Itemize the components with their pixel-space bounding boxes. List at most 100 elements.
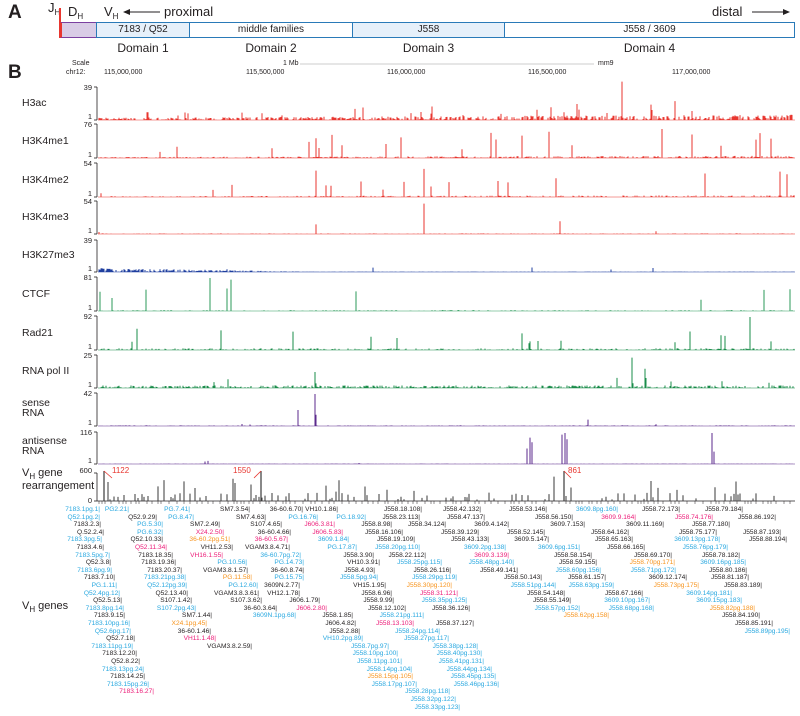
vh-gene-label: J558.20pg.110	[375, 544, 420, 551]
domain-4-label: Domain 4	[623, 41, 676, 55]
vh-gene-label: J558.53.146	[509, 506, 547, 513]
vh-gene-label: 36-60.6.70	[270, 506, 303, 513]
vh-gene-label: Q52.8.22	[111, 658, 140, 665]
vh-gene-label: J558.80.186	[709, 567, 747, 574]
vh-gene-label: J558.9.99	[363, 597, 394, 604]
rearrangement-min: 0	[87, 496, 92, 505]
vh-gene-label: J558.73pg.175	[654, 582, 699, 589]
track-max-label: 54	[83, 159, 92, 168]
track-label-2-0: H3K4me2	[22, 174, 69, 186]
vh-gene-label: J558.64.162	[591, 529, 629, 536]
dh-label-sub: H	[77, 12, 84, 21]
track-max-label: 39	[83, 236, 92, 245]
vh-gene-label: VH10.2pg.89	[323, 635, 363, 642]
vh-gene-label: 36-60.5.67	[255, 536, 288, 543]
vh-gene-label: J606.3.81	[304, 521, 335, 528]
vh-gene-label: 3609.10pg.167	[604, 597, 650, 604]
vh-gene-label: VGAM3.8.1.57	[203, 567, 248, 574]
panel-b-letter: B	[8, 62, 22, 83]
vh-gene-label: 7183.8pg.14	[86, 605, 124, 612]
vh-gene-label: PG.8.47	[168, 514, 194, 521]
vh-gene-label: J558.31.121	[420, 590, 458, 597]
vh-gene-label: Q52.10.33	[130, 536, 163, 543]
scale-label: Scale	[72, 60, 90, 67]
rearr-sub: H	[29, 472, 36, 481]
vh-gene-label: PG.7.41	[164, 506, 190, 513]
jh-label-sub: H	[54, 8, 61, 17]
vh-gene-label: J558.47.137	[447, 514, 485, 521]
vh-gene-label: J558.15pg.105	[368, 673, 413, 680]
vh-gene-label: 3609.2pg.138	[464, 544, 506, 551]
vh-gene-label: J606.5.83	[312, 529, 343, 536]
vh-gene-label: J558.43.133	[451, 536, 489, 543]
vh-gene-label: 3609.15pg.183	[696, 597, 742, 604]
track-signal-h3k4me3	[98, 203, 795, 234]
position-tick-115500000: 115,500,000	[246, 69, 285, 76]
scale-bar-label: 1 Mb	[283, 60, 299, 67]
vh-gene-label: 3609.9.164	[601, 514, 636, 521]
vh-gene-label: J558.81.187	[711, 574, 749, 581]
track-max-label: 54	[83, 197, 92, 206]
track-max-label: 92	[83, 312, 92, 321]
vh-gene-label: Q52.12pg.39	[147, 582, 187, 589]
vh-gene-label: J558.8.98	[361, 521, 392, 528]
vh-gene-label: J558.66.165	[607, 544, 645, 551]
vh-gene-label: J558.59.155	[559, 559, 597, 566]
vh-gene-label: J558.18.108	[384, 506, 422, 513]
vh-gene-label: J558.4.93	[344, 567, 375, 574]
vh-gene-label: J558.79.184	[705, 506, 743, 513]
vh-gene-label: VH11.1.48	[184, 635, 216, 642]
dh-label: DH	[68, 4, 83, 21]
vh-gene-label: J558.82pg.188	[710, 605, 755, 612]
track-label-3-0: H3K4me3	[22, 211, 69, 223]
vh-label: VH	[104, 4, 118, 21]
vh-gene-label: J558.11pg.101	[357, 658, 402, 665]
vh-gene-label: J558.34.124	[408, 521, 446, 528]
vh-gene-label: 36-60.7pg.72	[260, 552, 301, 559]
vh-gene-label: J558.24pg.114	[395, 628, 440, 635]
vh-gene-label: J558.41pg.131	[439, 658, 484, 665]
dh-label-main: D	[68, 4, 78, 19]
vh-gene-label: J558.27pg.117	[404, 635, 449, 642]
vh-gene-label: J558.42.132	[443, 506, 481, 513]
vh-gene-label: J558.7pg.97	[351, 643, 389, 650]
track-label-5-0: CTCF	[22, 288, 50, 300]
vh-gene-label: J558.35pg.125	[422, 597, 467, 604]
vh-gene-label: SM7.3.54	[220, 506, 250, 513]
vh-gene-label: VH11.2.53	[201, 544, 233, 551]
vh-gene-label: Q.52.2.4	[77, 529, 104, 536]
track-min-label: 1	[87, 456, 92, 465]
vh-gene-label: J558.78.182	[702, 552, 740, 559]
vh-gene-label: J558.77.180	[692, 521, 730, 528]
vh-gene-label: 7183.19.36	[141, 559, 176, 566]
vh-gene-label: J558.68pg.168	[609, 605, 654, 612]
vh-gene-label: J558.58.154	[554, 552, 592, 559]
vh-gene-label: 36-60.3.64	[244, 605, 277, 612]
rearrangement-label-line1: VH gene	[22, 468, 63, 482]
vh-gene-label: 7183.1pg.1	[65, 506, 100, 513]
vh-gene-label: 3609.13pg.178	[674, 536, 720, 543]
vh-gene-label: J558.69.170	[634, 552, 672, 559]
vh-gene-label: J558.19.109	[377, 536, 415, 543]
vh-gene-label: J558.33pg.123	[415, 704, 460, 711]
vh-gene-label: 3609.16pg.185	[700, 559, 746, 566]
vh-genes-v: V	[22, 600, 30, 612]
vh-gene-label: J558.62pg.158	[564, 612, 609, 619]
domain-3-label: Domain 3	[402, 41, 455, 55]
vh-gene-label: 3609.3.139	[474, 552, 509, 559]
truncated-value-1550: 1550	[233, 466, 251, 475]
track-max-label: 25	[83, 351, 92, 360]
vh-gene-label: VH12.1.78	[267, 590, 300, 597]
vh-gene-label: PG.1.11	[92, 582, 117, 589]
vh-gene-label: J558.50.143	[504, 574, 542, 581]
vh-gene-label: J558.54.148	[527, 590, 565, 597]
vh-gene-label: X24.2.50	[196, 529, 224, 536]
vh-gene-label: S107.3.62	[230, 597, 262, 604]
track-label-9-0: antisense	[22, 435, 67, 447]
vh-gene-label: J558.87.193	[743, 529, 781, 536]
vh-gene-label: 3609.11.169	[626, 521, 664, 528]
vh-gene-label: J558.89pg.195	[745, 628, 790, 635]
vh-gene-label: 3609.7.153	[550, 521, 585, 528]
vh-gene-label: J558.10pg.100	[353, 650, 398, 657]
vh-gene-label: J606.1.79	[289, 597, 320, 604]
